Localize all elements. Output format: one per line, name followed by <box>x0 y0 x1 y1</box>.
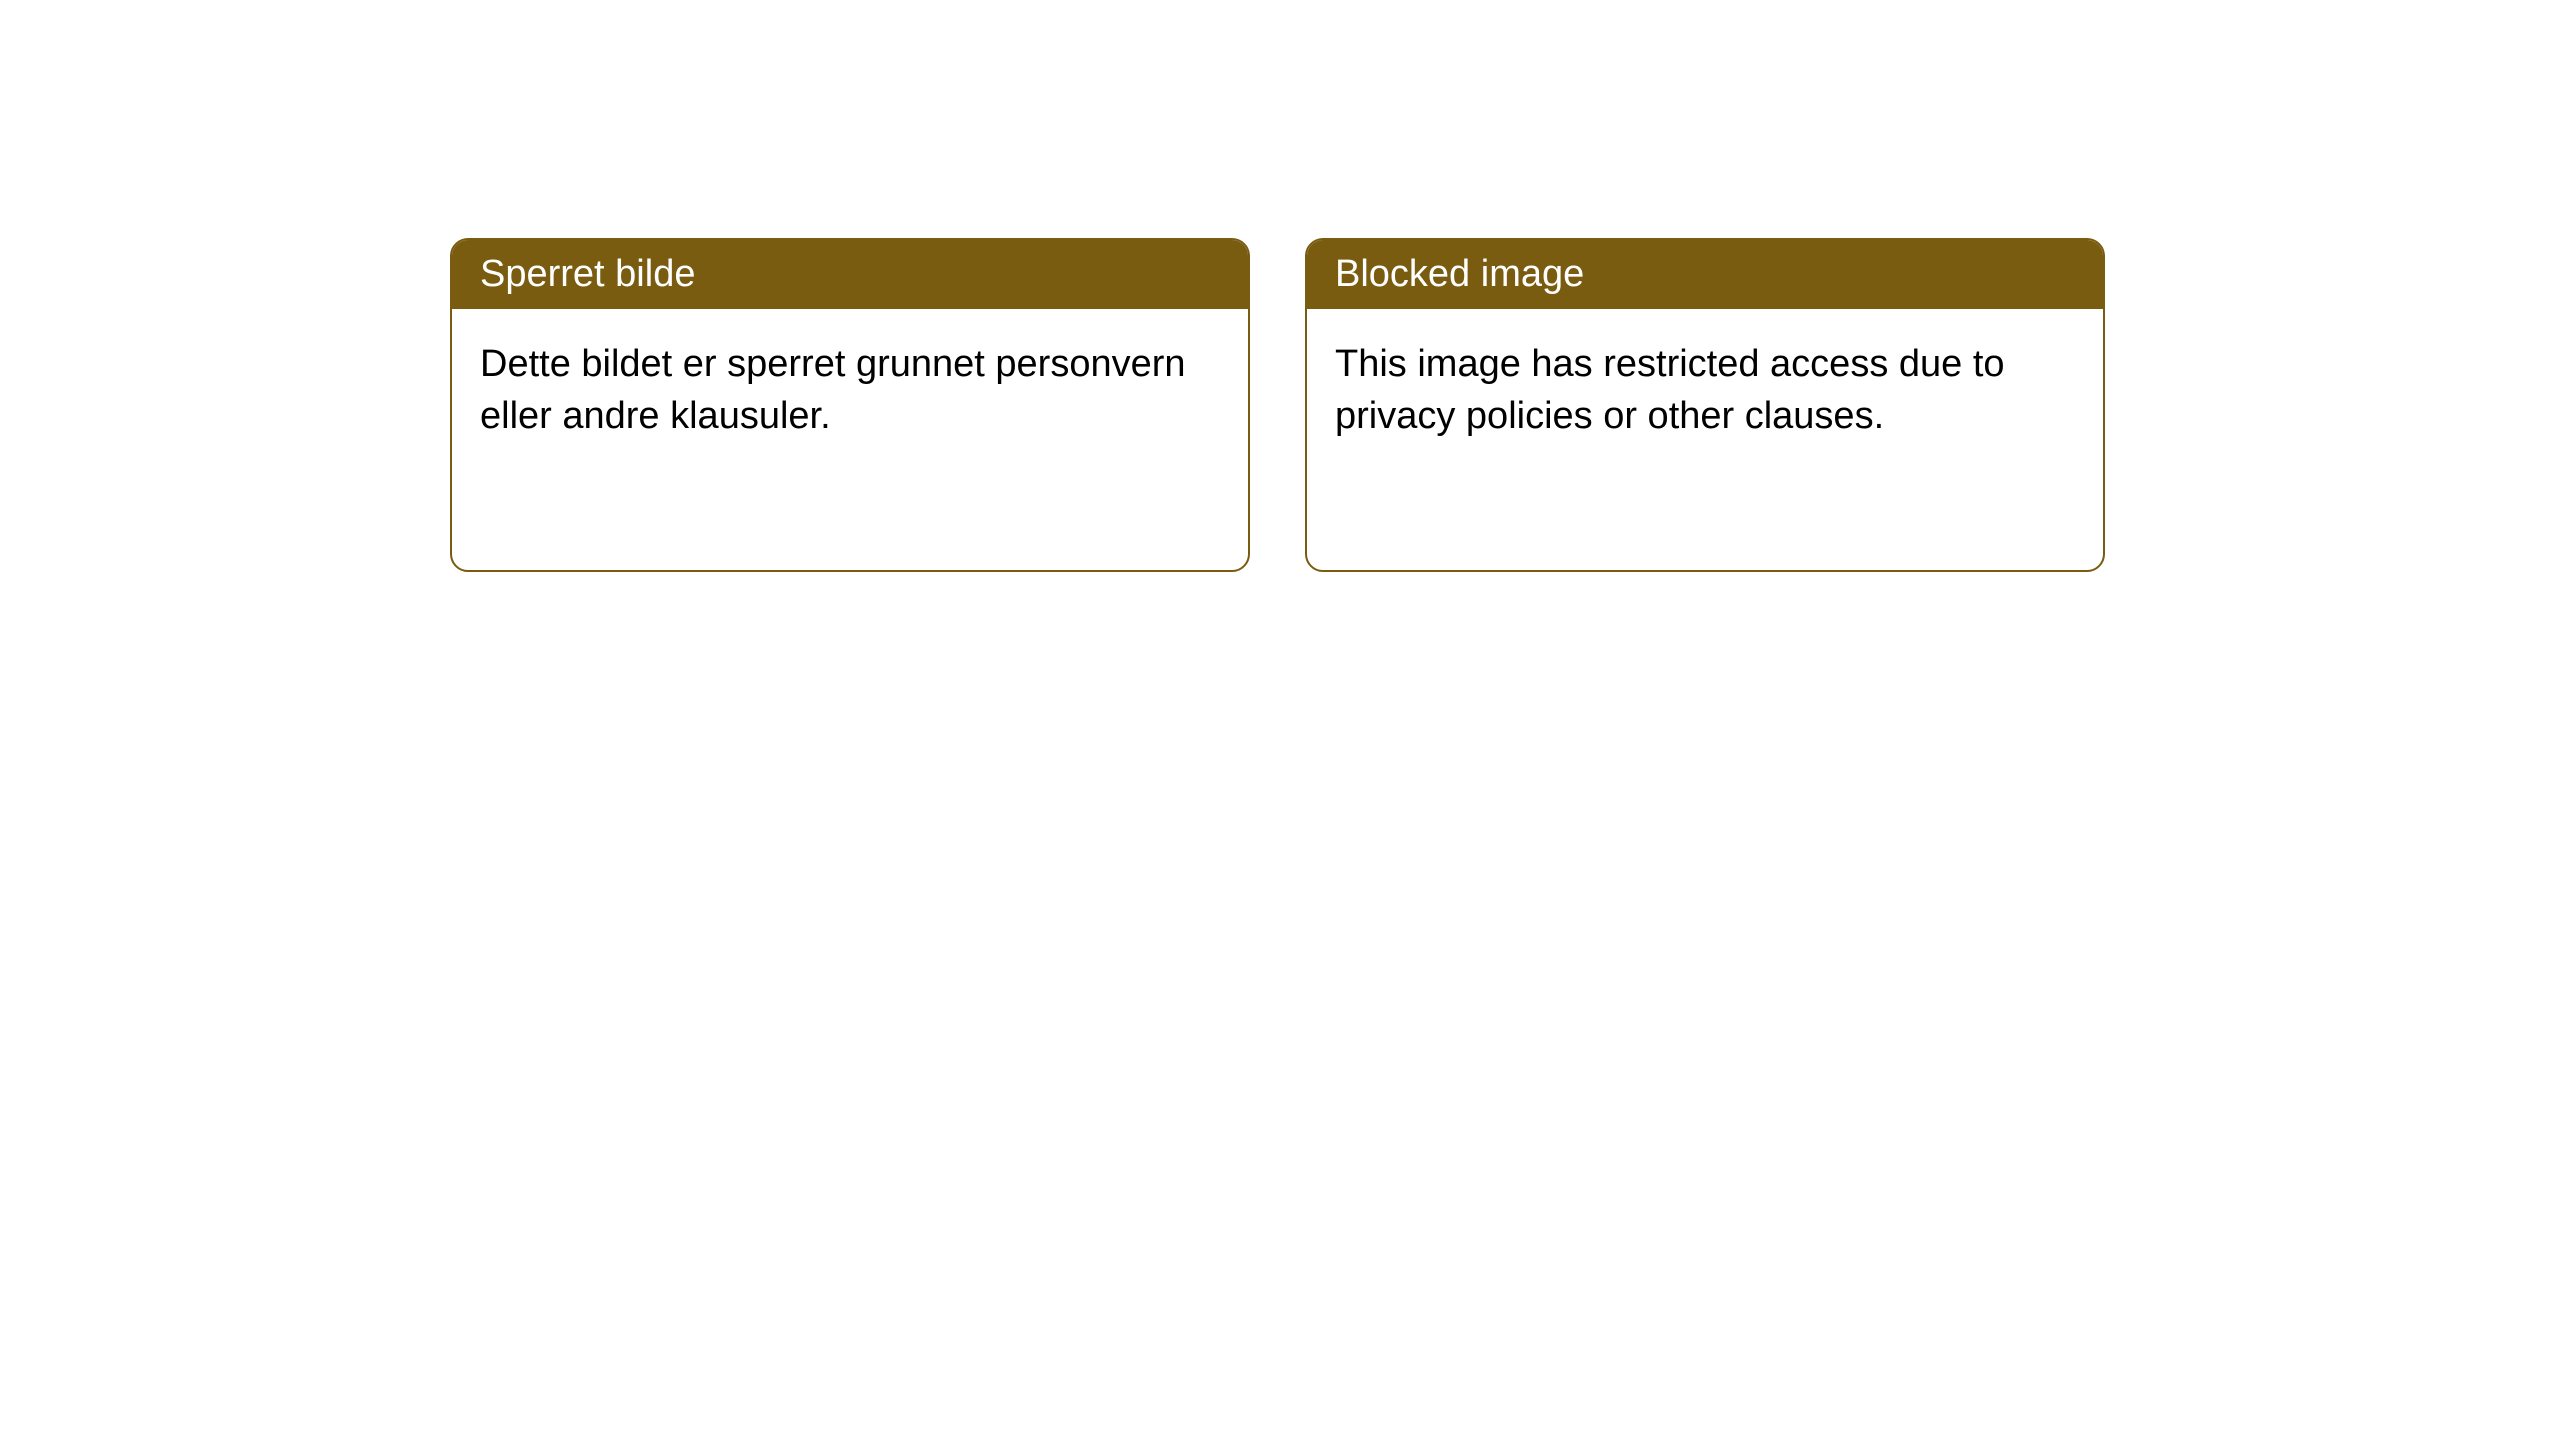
card-header-norwegian: Sperret bilde <box>452 240 1248 309</box>
blocked-image-card-english: Blocked image This image has restricted … <box>1305 238 2105 572</box>
blocked-image-cards-container: Sperret bilde Dette bildet er sperret gr… <box>450 238 2105 572</box>
card-body-english: This image has restricted access due to … <box>1307 309 2103 472</box>
blocked-image-card-norwegian: Sperret bilde Dette bildet er sperret gr… <box>450 238 1250 572</box>
card-header-english: Blocked image <box>1307 240 2103 309</box>
card-body-norwegian: Dette bildet er sperret grunnet personve… <box>452 309 1248 472</box>
